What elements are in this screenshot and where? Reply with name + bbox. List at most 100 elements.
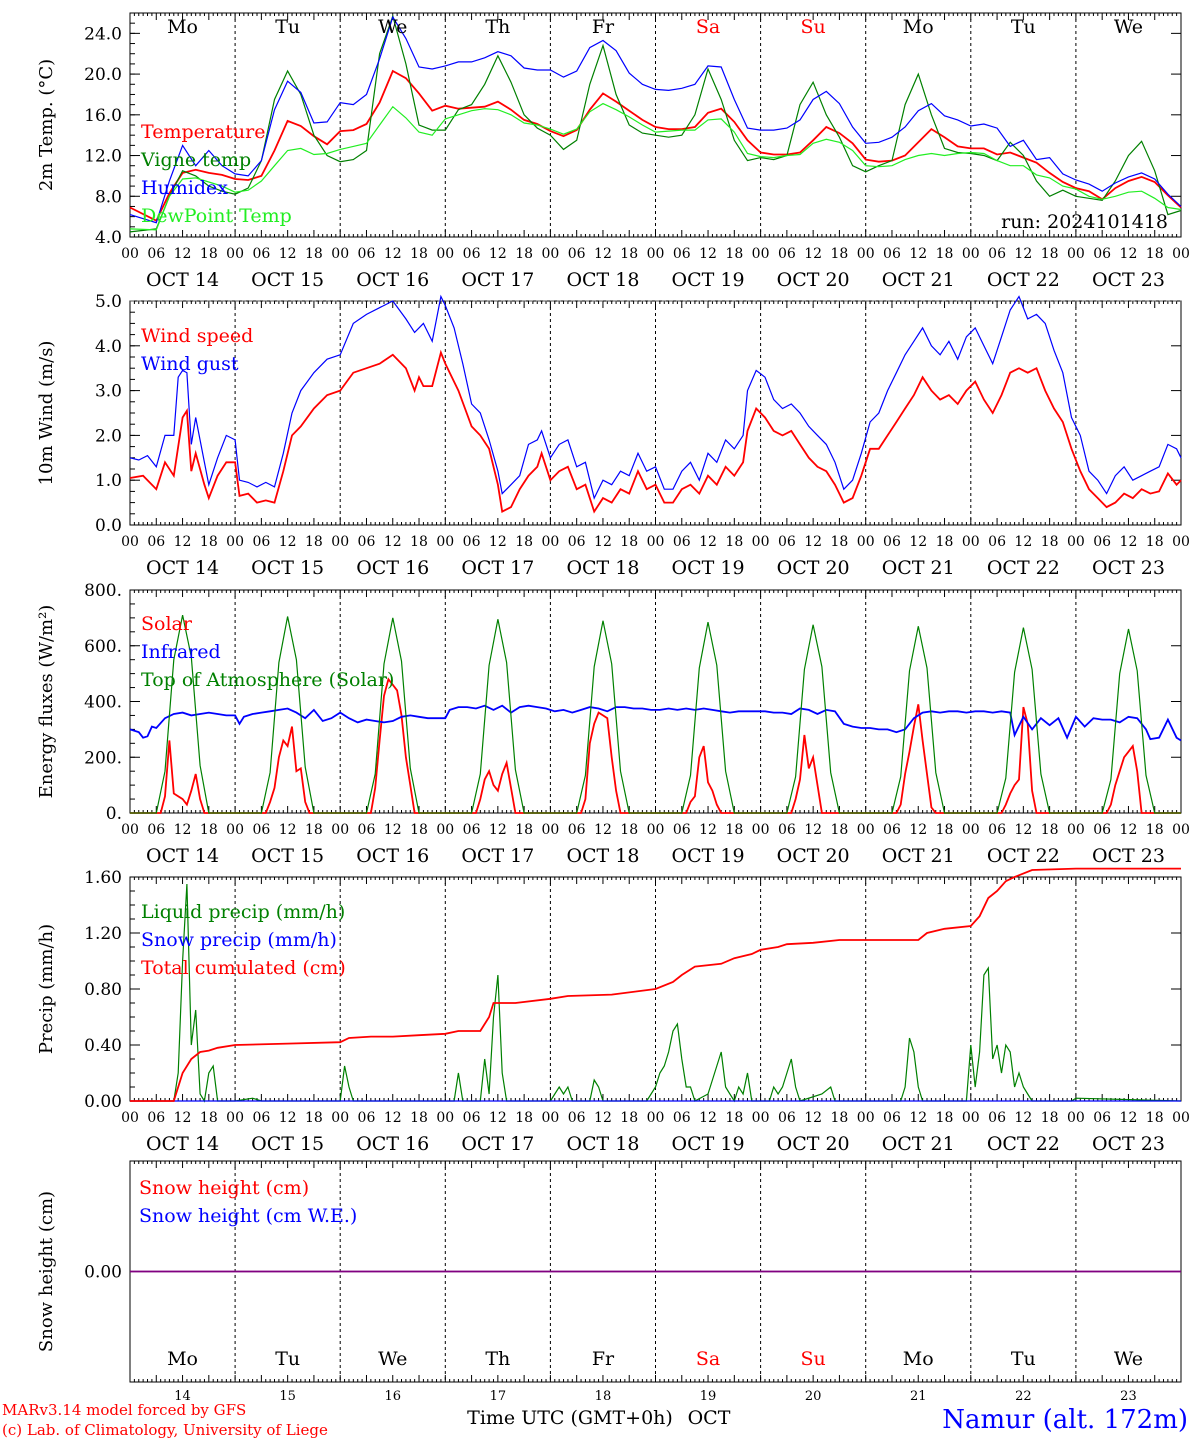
hour-tick-label: 00 [436, 246, 454, 262]
date-label: OCT 17 [461, 557, 534, 579]
hour-tick-label: 06 [358, 534, 376, 550]
hour-tick-label: 18 [936, 822, 954, 838]
hour-tick-label: 18 [410, 822, 428, 838]
date-label: OCT 16 [356, 1133, 429, 1155]
hour-tick-label: 06 [568, 1110, 586, 1126]
day-of-week-label: We [378, 16, 407, 38]
x-axis-label: Time UTC (GMT+0h) [467, 1407, 673, 1429]
hour-tick-label: 00 [962, 534, 980, 550]
hour-tick-label: 00 [1067, 1110, 1085, 1126]
y-tick-label: 0.40 [84, 1036, 122, 1056]
hour-tick-label: 06 [463, 246, 481, 262]
date-label: OCT 20 [777, 845, 850, 867]
hour-tick-label: 18 [725, 822, 743, 838]
hour-tick-label: 18 [305, 246, 323, 262]
y-axis-label: Snow height (cm) [36, 1191, 57, 1352]
y-tick-label: 0. [106, 804, 122, 824]
hour-tick-label: 12 [909, 822, 927, 838]
hour-tick-label: 12 [1014, 1110, 1032, 1126]
chart-panel-2: 0.0 1.0 2.0 3.0 4.0 5.0 10m Wind (m/s) Wind spe… [36, 292, 1190, 579]
hour-tick-label: 12 [1120, 1110, 1138, 1126]
hour-tick-label: 06 [252, 534, 270, 550]
date-label: OCT 15 [251, 269, 324, 291]
hour-tick-label: 06 [988, 822, 1006, 838]
y-tick-label: 400. [84, 693, 122, 713]
hour-tick-label: 12 [279, 246, 297, 262]
hour-tick-label: 00 [331, 1110, 349, 1126]
day-of-week-label: Fr [592, 16, 615, 38]
hour-tick-label: 06 [988, 534, 1006, 550]
hour-tick-label: 18 [515, 534, 533, 550]
hour-tick-label: 00 [226, 1110, 244, 1126]
hour-tick-label: 12 [384, 1110, 402, 1126]
legend-entry: Total cumulated (cm) [141, 957, 346, 979]
hour-tick-label: 18 [620, 822, 638, 838]
hour-tick-label: 00 [1172, 534, 1190, 550]
hour-tick-label: 12 [384, 534, 402, 550]
date-label: OCT 16 [356, 557, 429, 579]
hour-tick-label: 00 [541, 822, 559, 838]
legend-entry: Snow height (cm) [139, 1177, 309, 1199]
hour-tick-label: 00 [752, 534, 770, 550]
plot-frame [129, 589, 1182, 814]
x-axis-month: OCT [688, 1407, 731, 1429]
hour-tick-label: 00 [226, 246, 244, 262]
hour-tick-label: 06 [568, 534, 586, 550]
hour-tick-label: 06 [358, 246, 376, 262]
hour-tick-label: 12 [699, 822, 717, 838]
hour-tick-label: 12 [489, 246, 507, 262]
hour-tick-label: 00 [1172, 1110, 1190, 1126]
day-of-week-label: We [378, 1348, 407, 1370]
day-of-week-label: Sa [696, 1348, 720, 1370]
legend-entry: Vigne temp [140, 149, 251, 171]
date-label: OCT 19 [672, 557, 745, 579]
hour-tick-label: 06 [252, 246, 270, 262]
date-label: OCT 22 [987, 1133, 1060, 1155]
hour-tick-label: 06 [988, 246, 1006, 262]
legend-entry: Liquid precip (mm/h) [141, 901, 345, 923]
series-line-dewpoint-temp [129, 102, 1182, 231]
y-tick-label: 3.0 [95, 382, 122, 402]
hour-tick-label: 06 [568, 246, 586, 262]
hour-tick-label: 12 [909, 246, 927, 262]
hour-tick-label: 18 [305, 1110, 323, 1126]
series-line-humidex [129, 15, 1182, 224]
hour-tick-label: 18 [305, 822, 323, 838]
hour-tick-label: 12 [1014, 246, 1032, 262]
date-label: OCT 16 [356, 269, 429, 291]
hour-tick-label: 06 [778, 1110, 796, 1126]
day-number-label: 20 [805, 1389, 822, 1404]
y-axis-label: Precip (mm/h) [36, 924, 57, 1054]
day-of-week-label: Su [801, 16, 826, 38]
hour-tick-label: 12 [699, 1110, 717, 1126]
y-tick-label: 0.0 [95, 516, 122, 536]
chart-panel-5: 0.00 Snow height (cm) Snow height (cm) Snow… [36, 1160, 1182, 1404]
hour-tick-label: 18 [620, 534, 638, 550]
series-line-top-of-atmosphere-solar [130, 614, 1181, 814]
hour-tick-label: 00 [121, 1110, 139, 1126]
hour-tick-label: 00 [647, 822, 665, 838]
y-axis-label: 10m Wind (m/s) [36, 341, 57, 486]
hour-tick-label: 06 [358, 822, 376, 838]
hour-tick-label: 12 [594, 822, 612, 838]
legend-entry: Solar [141, 613, 193, 635]
hour-tick-label: 12 [1014, 534, 1032, 550]
series-line-liquid-precip-mm-h [130, 883, 1182, 1103]
hour-tick-label: 06 [778, 246, 796, 262]
hour-tick-label: 00 [962, 822, 980, 838]
hour-tick-label: 06 [147, 246, 165, 262]
hour-tick-label: 00 [331, 534, 349, 550]
day-number-label: 22 [1015, 1389, 1032, 1404]
hour-tick-label: 06 [252, 1110, 270, 1126]
hour-tick-label: 00 [752, 1110, 770, 1126]
hour-tick-label: 06 [883, 822, 901, 838]
hour-tick-label: 18 [1146, 822, 1164, 838]
hour-tick-label: 18 [410, 534, 428, 550]
hour-tick-label: 18 [936, 1110, 954, 1126]
hour-tick-label: 18 [410, 1110, 428, 1126]
hour-tick-label: 06 [1093, 246, 1111, 262]
date-label: OCT 19 [672, 269, 745, 291]
date-label: OCT 20 [777, 269, 850, 291]
hour-tick-label: 06 [883, 534, 901, 550]
